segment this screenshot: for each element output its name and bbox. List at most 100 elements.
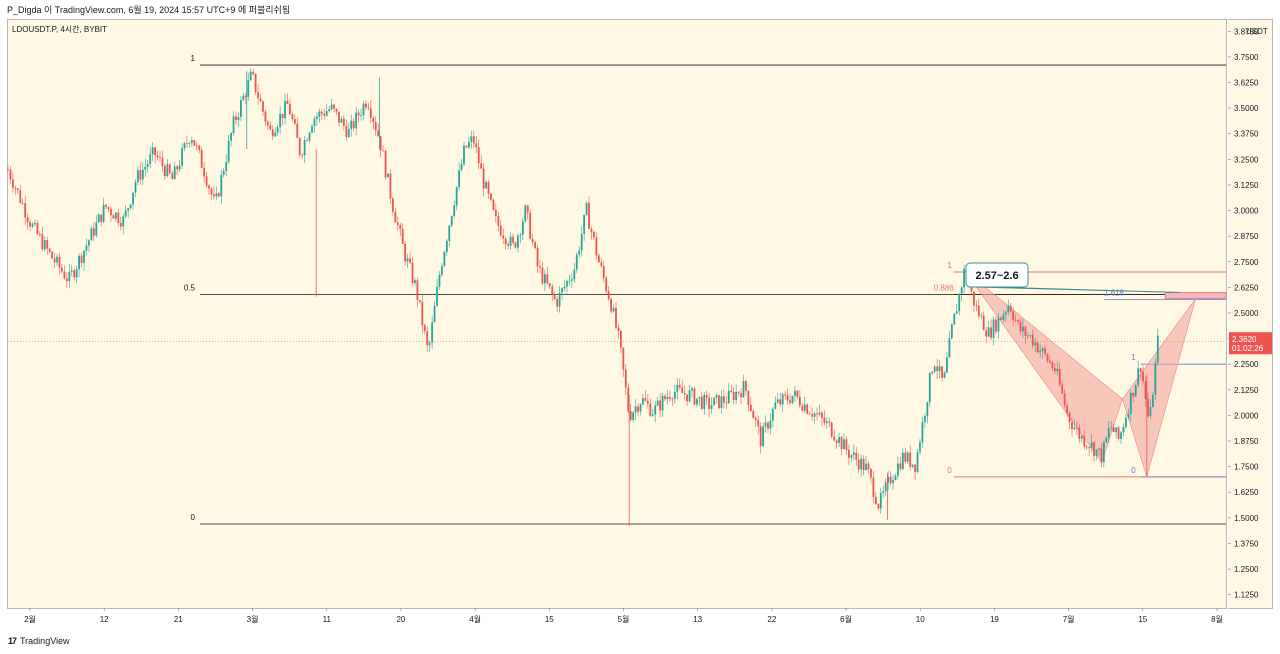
time-tick-label: 13: [693, 615, 702, 624]
candle-body: [946, 357, 948, 373]
candle-body: [198, 145, 201, 151]
candle-body: [899, 463, 902, 470]
candle-body: [840, 437, 843, 450]
candle-body: [622, 347, 625, 370]
candle-body: [928, 373, 931, 403]
candle-body: [570, 279, 573, 281]
candle-body: [445, 240, 448, 252]
candle-body: [323, 113, 326, 116]
candle-body: [441, 265, 443, 275]
candle-body: [953, 313, 956, 325]
candle-body: [769, 420, 772, 429]
candle-body: [328, 109, 331, 112]
candle-body: [850, 455, 853, 458]
candle-body: [1009, 305, 1012, 312]
candle-body: [217, 193, 220, 197]
candle-body: [798, 396, 801, 406]
candle-body: [833, 436, 836, 441]
candle-body: [786, 395, 789, 401]
candle-body: [960, 287, 963, 294]
candle-body: [154, 147, 156, 156]
candle-body: [122, 216, 125, 227]
candle-body: [105, 204, 107, 208]
candle-body: [1125, 417, 1127, 428]
candle-body: [249, 71, 252, 81]
candle-body: [669, 396, 671, 399]
candle-body: [134, 182, 137, 193]
candle-body: [615, 307, 617, 328]
candle-body: [1044, 348, 1046, 354]
price-tick-label: 2.0000: [1234, 411, 1259, 420]
candle-body: [686, 394, 688, 402]
candle-body: [1029, 335, 1032, 336]
candle-body: [78, 255, 80, 270]
candle-body: [46, 240, 49, 249]
candle-body: [541, 267, 544, 284]
candle-body: [740, 393, 742, 398]
candle-body: [205, 176, 208, 186]
candle-body: [85, 245, 88, 251]
candle-body: [1014, 319, 1017, 321]
candle-body: [901, 452, 904, 470]
candle-body: [676, 384, 679, 392]
candle-body: [431, 322, 434, 343]
candle-body: [21, 202, 24, 204]
candle-body: [722, 396, 725, 403]
candle-body: [90, 228, 93, 241]
candle-body: [63, 271, 66, 279]
candle-body: [764, 422, 767, 427]
candle-body: [602, 265, 605, 278]
candle-body: [747, 390, 750, 405]
candle-body: [357, 112, 360, 116]
candle-body: [811, 414, 814, 417]
candle-body: [235, 116, 237, 121]
candle-body: [534, 242, 536, 249]
candle-body: [634, 406, 637, 413]
tradingview-brand[interactable]: 17 TradingView: [8, 636, 70, 646]
candle-body: [156, 155, 159, 158]
candle-body: [588, 202, 590, 229]
candle-body: [257, 92, 259, 99]
candle-body: [369, 108, 372, 118]
candle-body: [181, 148, 183, 166]
candle-body: [673, 391, 676, 399]
harmonic-fib-label: 0: [947, 466, 952, 475]
candle-body: [362, 103, 365, 116]
candle-body: [438, 274, 441, 287]
candle-body: [7, 169, 9, 171]
candle-body: [286, 100, 289, 104]
candle-body: [651, 414, 654, 416]
candle-body: [176, 166, 179, 170]
candle-body: [720, 396, 723, 409]
candle-body: [593, 231, 595, 238]
candle-body: [911, 464, 914, 467]
candle-body: [276, 127, 279, 133]
candle-body: [281, 113, 284, 119]
candle-body: [1127, 413, 1130, 418]
candle-body: [919, 442, 921, 453]
candle-body: [16, 188, 19, 191]
current-price-tag: [1229, 332, 1272, 355]
candle-body: [710, 405, 713, 409]
candle-body: [242, 95, 245, 101]
candle-body: [164, 166, 166, 177]
candle-body: [742, 381, 745, 398]
candle-body: [894, 475, 897, 480]
candle-body: [803, 404, 806, 411]
harmonic-pattern-xab: [963, 269, 1123, 464]
candle-body: [1026, 335, 1029, 337]
price-tick-label: 2.1250: [1234, 386, 1259, 395]
candle-body: [477, 147, 480, 164]
candle-body: [490, 193, 492, 200]
candle-body: [992, 319, 995, 338]
candle-body: [409, 258, 411, 263]
candle-body: [129, 204, 132, 209]
candle-body: [877, 504, 880, 509]
candle-body: [318, 111, 321, 117]
candle-body: [1056, 368, 1059, 372]
candle-body: [816, 413, 818, 415]
chart-pane[interactable]: [7, 19, 1227, 609]
candle-body: [872, 477, 875, 497]
price-scale[interactable]: [1228, 19, 1273, 609]
extension-fib-label: 0: [1131, 466, 1136, 475]
